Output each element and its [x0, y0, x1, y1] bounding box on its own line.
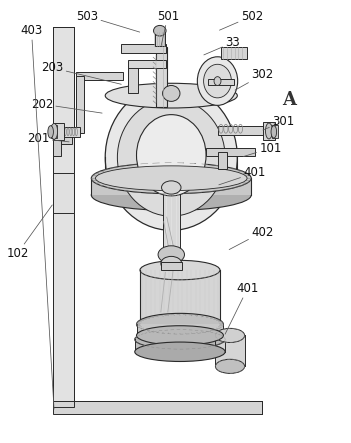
Ellipse shape	[216, 328, 245, 342]
Bar	[140, 270, 220, 336]
Text: 501: 501	[157, 10, 179, 46]
Bar	[51, 125, 57, 139]
Ellipse shape	[271, 126, 277, 138]
Text: 403: 403	[20, 24, 54, 409]
Bar	[272, 125, 278, 139]
Text: 302: 302	[235, 68, 273, 90]
Bar	[263, 122, 274, 140]
Bar	[206, 148, 255, 156]
Ellipse shape	[265, 123, 272, 139]
Ellipse shape	[216, 359, 245, 373]
Bar	[53, 132, 61, 156]
Bar	[53, 136, 72, 144]
Bar	[128, 68, 138, 93]
Ellipse shape	[137, 115, 206, 196]
Bar	[76, 76, 84, 133]
Ellipse shape	[153, 25, 166, 36]
Ellipse shape	[204, 64, 231, 98]
Ellipse shape	[91, 179, 251, 210]
Bar	[53, 173, 74, 213]
Bar	[137, 324, 224, 335]
Ellipse shape	[163, 85, 180, 101]
Ellipse shape	[105, 85, 237, 230]
Ellipse shape	[105, 83, 237, 108]
Text: 401: 401	[225, 282, 259, 334]
Bar	[135, 339, 225, 352]
Bar	[161, 262, 182, 270]
Ellipse shape	[158, 246, 185, 264]
Text: 201: 201	[27, 132, 69, 145]
Bar	[91, 178, 251, 195]
Text: 402: 402	[229, 225, 273, 249]
Ellipse shape	[161, 181, 181, 194]
Ellipse shape	[137, 313, 224, 335]
Text: 502: 502	[219, 10, 263, 30]
Ellipse shape	[137, 326, 224, 345]
Bar	[76, 72, 122, 80]
Ellipse shape	[117, 99, 225, 216]
Bar	[218, 126, 267, 136]
Text: 202: 202	[31, 97, 102, 113]
Bar	[208, 79, 234, 85]
Text: 401: 401	[219, 167, 266, 185]
Bar	[218, 152, 227, 168]
Ellipse shape	[135, 342, 225, 361]
Text: A: A	[283, 91, 297, 109]
Ellipse shape	[161, 256, 182, 271]
Text: 33: 33	[204, 36, 240, 55]
Ellipse shape	[48, 126, 53, 138]
Text: 301: 301	[263, 115, 294, 130]
Bar	[53, 27, 74, 407]
Bar	[221, 47, 247, 59]
Ellipse shape	[214, 77, 221, 85]
Bar	[128, 60, 166, 68]
Bar	[121, 44, 166, 53]
Text: 503: 503	[76, 10, 140, 32]
Bar	[54, 123, 64, 140]
Text: 102: 102	[6, 205, 52, 260]
Bar	[155, 32, 165, 46]
Ellipse shape	[51, 124, 58, 140]
Ellipse shape	[197, 57, 238, 105]
Ellipse shape	[91, 163, 251, 194]
Text: 203: 203	[41, 61, 121, 84]
Text: 101: 101	[243, 142, 282, 157]
Bar	[216, 335, 245, 366]
Bar	[53, 27, 74, 407]
Bar	[53, 401, 261, 414]
Ellipse shape	[140, 326, 220, 346]
Bar	[155, 47, 167, 107]
Ellipse shape	[140, 260, 220, 280]
Ellipse shape	[135, 330, 225, 349]
Bar	[163, 187, 180, 256]
Bar	[61, 127, 80, 137]
Ellipse shape	[95, 166, 247, 190]
